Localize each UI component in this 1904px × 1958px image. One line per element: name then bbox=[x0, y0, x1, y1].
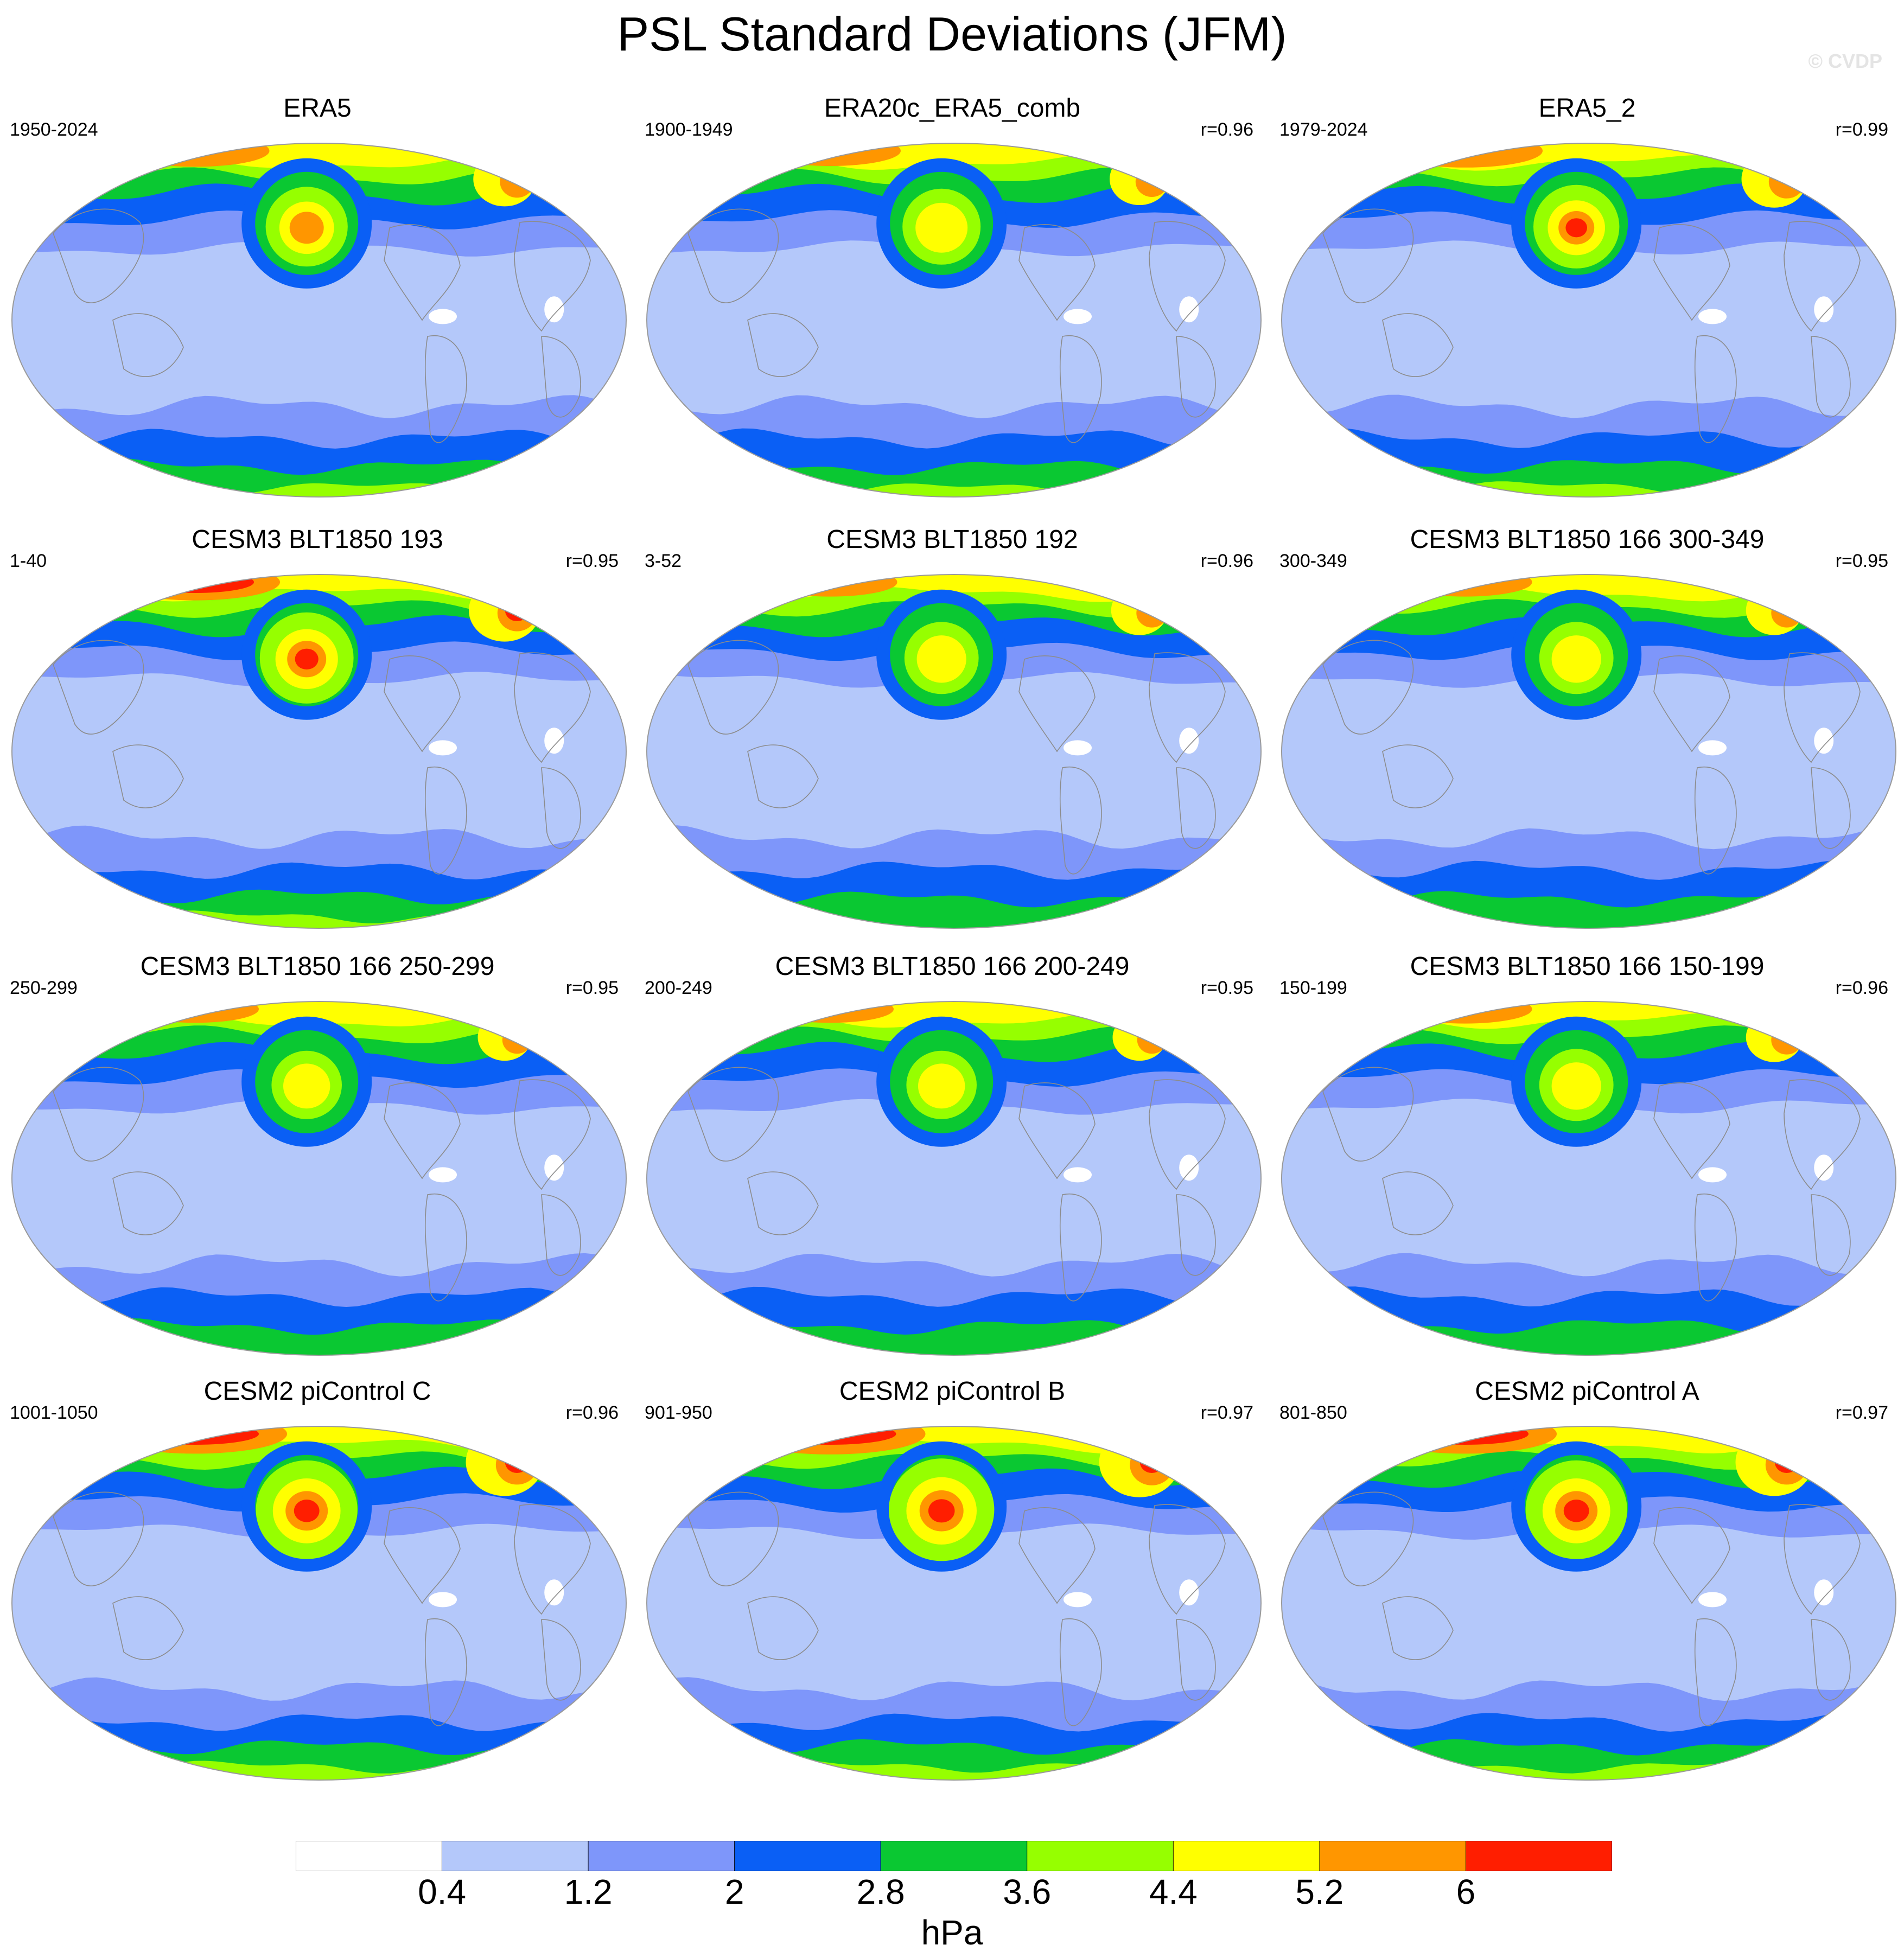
map-panel: CESM3 BLT1850 166 300-349 300-349 r=0.95 bbox=[1270, 524, 1904, 952]
robinson-map bbox=[1281, 1426, 1896, 1781]
map-panel: CESM2 piControl C 1001-1050 r=0.96 bbox=[0, 1375, 635, 1804]
map-panel: ERA5_2 1979-2024 r=0.99 bbox=[1270, 92, 1904, 521]
robinson-map bbox=[11, 1001, 627, 1356]
colorbar-segment bbox=[1027, 1841, 1174, 1871]
map-panel: CESM3 BLT1850 192 3-52 r=0.96 bbox=[635, 524, 1270, 952]
panel-title: CESM2 piControl B bbox=[839, 1377, 1066, 1406]
colorbar-segment bbox=[734, 1841, 881, 1871]
map-panel: CESM3 BLT1850 193 1-40 r=0.95 bbox=[0, 524, 635, 952]
colorbar-segment bbox=[588, 1841, 735, 1871]
panel-years: 250-299 bbox=[10, 978, 78, 998]
robinson-map bbox=[11, 1426, 627, 1781]
map-panel: ERA5 1950-2024 bbox=[0, 92, 635, 521]
panel-years: 1950-2024 bbox=[10, 119, 98, 140]
colorbar-segment bbox=[1319, 1841, 1466, 1871]
panel-correlation: r=0.99 bbox=[1835, 119, 1888, 140]
watermark: © CVDP bbox=[1808, 50, 1882, 72]
colorbar-tick-label: 6 bbox=[1456, 1872, 1476, 1911]
panel-years: 1900-1949 bbox=[645, 119, 733, 140]
robinson-map bbox=[11, 143, 627, 498]
panel-correlation: r=0.97 bbox=[1835, 1402, 1888, 1423]
panel-title: CESM3 BLT1850 166 150-199 bbox=[1410, 952, 1765, 981]
colorbar-tick-label: 2 bbox=[724, 1872, 744, 1911]
panel-years: 1-40 bbox=[10, 551, 47, 571]
map-panel: CESM3 BLT1850 166 250-299 250-299 r=0.95 bbox=[0, 951, 635, 1379]
panel-title: CESM2 piControl C bbox=[203, 1377, 431, 1406]
map-panel: CESM3 BLT1850 166 200-249 200-249 r=0.95 bbox=[635, 951, 1270, 1379]
colorbar-segment bbox=[442, 1841, 589, 1871]
robinson-map bbox=[1281, 574, 1896, 929]
main-title: PSL Standard Deviations (JFM) bbox=[617, 7, 1287, 61]
panel-title: ERA5 bbox=[283, 94, 352, 123]
panel-correlation: r=0.95 bbox=[1835, 551, 1888, 571]
colorbar-tick-label: 2.8 bbox=[856, 1872, 905, 1911]
panel-years: 1979-2024 bbox=[1279, 119, 1368, 140]
panel-correlation: r=0.96 bbox=[1835, 978, 1888, 998]
colorbar-tick-label: 0.4 bbox=[418, 1872, 467, 1911]
panel-years: 3-52 bbox=[645, 551, 682, 571]
colorbar-tick-label: 3.6 bbox=[1003, 1872, 1052, 1911]
colorbar-segment bbox=[1466, 1841, 1612, 1871]
robinson-map bbox=[1281, 143, 1896, 498]
panel-years: 901-950 bbox=[645, 1402, 712, 1423]
colorbar-segment bbox=[296, 1841, 442, 1871]
colorbar-segment bbox=[1173, 1841, 1320, 1871]
robinson-map bbox=[1281, 1001, 1896, 1356]
panel-correlation: r=0.96 bbox=[1200, 551, 1253, 571]
colorbar-units: hPa bbox=[921, 1913, 983, 1952]
panel-title: ERA5_2 bbox=[1538, 94, 1636, 123]
panel-correlation: r=0.96 bbox=[1200, 119, 1253, 140]
robinson-map bbox=[646, 574, 1262, 929]
colorbar-tick-label: 1.2 bbox=[564, 1872, 613, 1911]
panel-correlation: r=0.97 bbox=[1200, 1402, 1253, 1423]
robinson-map bbox=[646, 143, 1262, 498]
map-panel: CESM3 BLT1850 166 150-199 150-199 r=0.96 bbox=[1270, 951, 1904, 1379]
panel-years: 801-850 bbox=[1279, 1402, 1347, 1423]
robinson-map bbox=[11, 574, 627, 929]
robinson-map bbox=[646, 1426, 1262, 1781]
panel-title: CESM3 BLT1850 192 bbox=[826, 525, 1078, 554]
panel-title: CESM3 BLT1850 193 bbox=[192, 525, 443, 554]
panel-correlation: r=0.96 bbox=[565, 1402, 619, 1423]
panel-title: CESM3 BLT1850 166 250-299 bbox=[140, 952, 495, 981]
map-panel: ERA20c_ERA5_comb 1900-1949 r=0.96 bbox=[635, 92, 1270, 521]
panel-years: 200-249 bbox=[645, 978, 712, 998]
robinson-map bbox=[646, 1001, 1262, 1356]
contour-field bbox=[647, 1426, 1261, 1780]
colorbar-segment bbox=[880, 1841, 1028, 1871]
panel-title: CESM2 piControl A bbox=[1475, 1377, 1699, 1406]
panel-title: CESM3 BLT1850 166 300-349 bbox=[1410, 525, 1765, 554]
panel-correlation: r=0.95 bbox=[1200, 978, 1253, 998]
panel-years: 1001-1050 bbox=[10, 1402, 98, 1423]
map-panel: CESM2 piControl B 901-950 r=0.97 bbox=[635, 1375, 1270, 1804]
panel-correlation: r=0.95 bbox=[565, 978, 619, 998]
colorbar-tick-label: 5.2 bbox=[1295, 1872, 1344, 1911]
colorbar bbox=[296, 1841, 1612, 1871]
panel-title: ERA20c_ERA5_comb bbox=[824, 94, 1081, 123]
panel-years: 300-349 bbox=[1279, 551, 1347, 571]
panel-correlation: r=0.95 bbox=[565, 551, 619, 571]
panel-years: 150-199 bbox=[1279, 978, 1347, 998]
map-panel: CESM2 piControl A 801-850 r=0.97 bbox=[1270, 1375, 1904, 1804]
colorbar-tick-label: 4.4 bbox=[1149, 1872, 1198, 1911]
panel-title: CESM3 BLT1850 166 200-249 bbox=[775, 952, 1130, 981]
